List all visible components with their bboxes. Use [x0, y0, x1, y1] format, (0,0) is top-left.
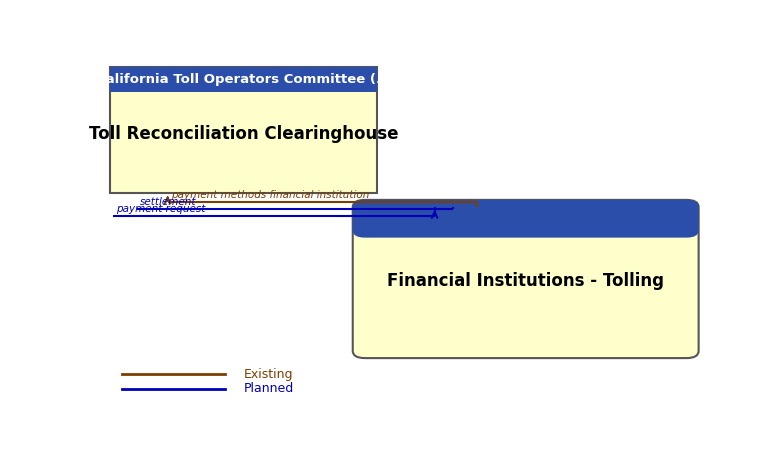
Bar	[365, 220, 687, 230]
Text: Planned: Planned	[244, 382, 294, 395]
Text: payment methods financial institution: payment methods financial institution	[171, 190, 369, 200]
Bar	[110, 67, 377, 193]
Text: California Toll Operators Committee (...: California Toll Operators Committee (...	[96, 73, 392, 86]
FancyBboxPatch shape	[352, 200, 698, 358]
Text: Financial Institutions - Tolling: Financial Institutions - Tolling	[387, 272, 664, 290]
Text: settlement: settlement	[140, 197, 197, 207]
Text: payment request: payment request	[116, 204, 205, 214]
Text: Toll Reconciliation Clearinghouse: Toll Reconciliation Clearinghouse	[88, 125, 399, 143]
Text: Existing: Existing	[244, 368, 293, 381]
FancyBboxPatch shape	[352, 200, 698, 238]
Bar	[110, 67, 377, 92]
